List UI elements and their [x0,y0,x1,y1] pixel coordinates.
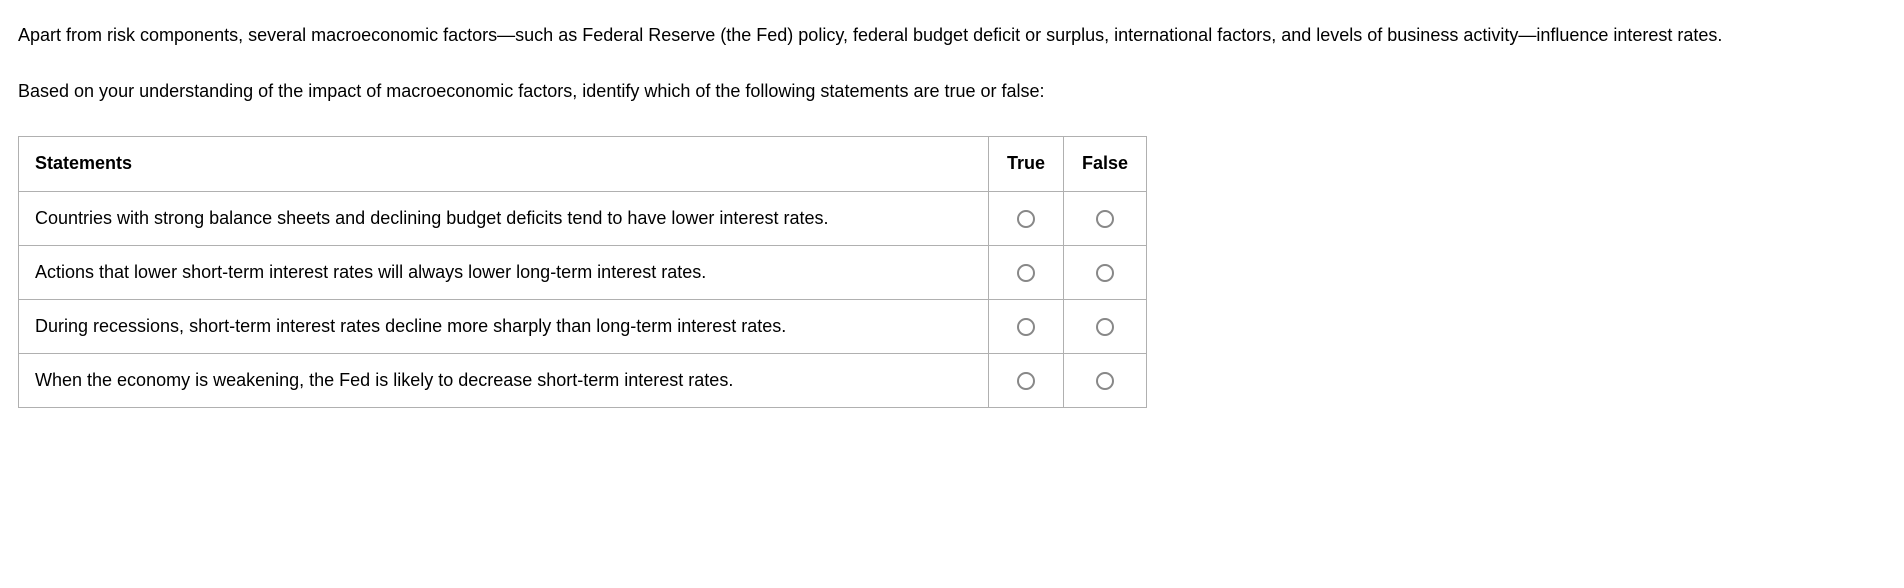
radio-cell-true [989,354,1064,408]
radio-cell-true [989,191,1064,245]
table-row: Actions that lower short-term interest r… [19,245,1147,299]
radio-false[interactable] [1096,264,1114,282]
statement-text: Actions that lower short-term interest r… [19,245,989,299]
radio-cell-false [1064,245,1147,299]
statement-text: When the economy is weakening, the Fed i… [19,354,989,408]
statements-table: Statements True False Countries with str… [18,136,1147,408]
radio-true[interactable] [1017,372,1035,390]
radio-false[interactable] [1096,372,1114,390]
table-row: When the economy is weakening, the Fed i… [19,354,1147,408]
radio-true[interactable] [1017,264,1035,282]
radio-false[interactable] [1096,318,1114,336]
table-row: Countries with strong balance sheets and… [19,191,1147,245]
table-header-row: Statements True False [19,137,1147,191]
radio-cell-false [1064,191,1147,245]
radio-true[interactable] [1017,318,1035,336]
prompt-paragraph: Based on your understanding of the impac… [18,74,1886,108]
table-row: During recessions, short-term interest r… [19,299,1147,353]
header-statements: Statements [19,137,989,191]
radio-cell-true [989,299,1064,353]
header-false: False [1064,137,1147,191]
intro-paragraph: Apart from risk components, several macr… [18,18,1886,52]
statement-text: Countries with strong balance sheets and… [19,191,989,245]
radio-cell-true [989,245,1064,299]
radio-cell-false [1064,354,1147,408]
header-true: True [989,137,1064,191]
radio-false[interactable] [1096,210,1114,228]
statement-text: During recessions, short-term interest r… [19,299,989,353]
radio-true[interactable] [1017,210,1035,228]
radio-cell-false [1064,299,1147,353]
